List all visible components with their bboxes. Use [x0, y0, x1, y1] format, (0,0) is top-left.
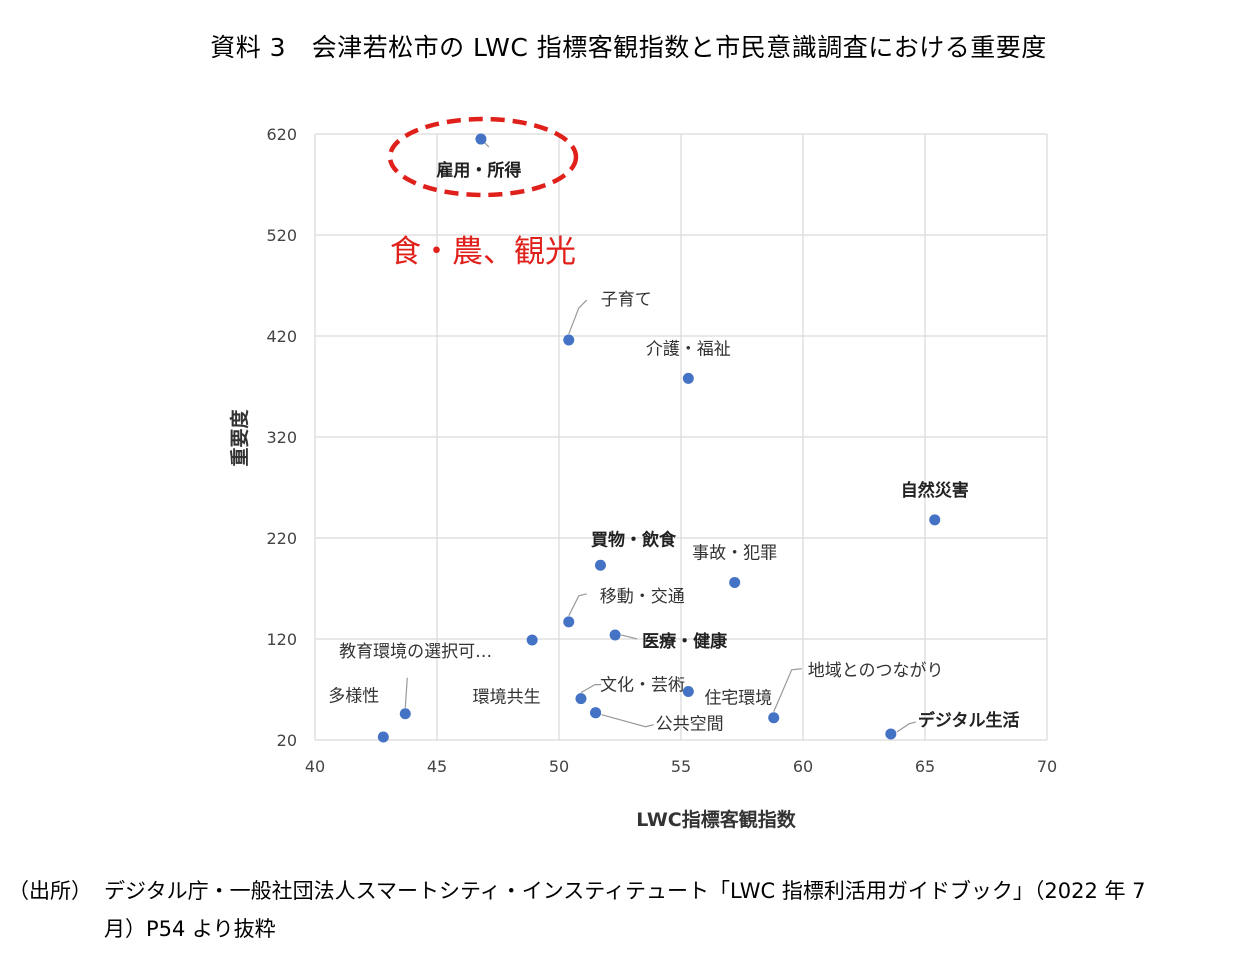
- data-point: [563, 616, 575, 628]
- label-leader-line: [773, 668, 802, 713]
- point-label: 雇用・所得: [436, 160, 521, 181]
- point-label: 事故・犯罪: [692, 543, 777, 563]
- point-label: 自然災害: [901, 480, 969, 501]
- data-point: [682, 686, 694, 698]
- point-label: 医療・健康: [642, 631, 728, 652]
- label-leader-line: [620, 634, 638, 640]
- data-point: [729, 576, 741, 588]
- x-tick-label: 70: [1037, 757, 1057, 776]
- data-point: [377, 731, 389, 743]
- x-tick-label: 50: [549, 757, 569, 776]
- label-leader-line: [568, 299, 588, 335]
- data-point: [682, 372, 694, 384]
- source-line-2: 月）P54 より抜粋: [104, 917, 276, 941]
- y-tick-label: 120: [266, 630, 297, 649]
- data-point: [563, 334, 575, 346]
- data-point: [399, 708, 411, 720]
- data-point: [590, 707, 602, 719]
- x-tick-label: 60: [793, 757, 813, 776]
- x-tick-label: 65: [915, 757, 935, 776]
- x-tick-label: 55: [671, 757, 691, 776]
- data-point: [768, 712, 780, 724]
- x-axis-title: LWC指標客観指数: [636, 808, 797, 831]
- point-labels: 雇用・所得子育て介護・福祉自然災害買物・飲食事故・犯罪移動・交通医療・健康教育環…: [328, 160, 1019, 735]
- data-points: [377, 133, 941, 743]
- point-label: デジタル生活: [918, 710, 1020, 731]
- data-point: [609, 629, 621, 641]
- label-leader-line: [580, 683, 601, 694]
- y-tick-label: 420: [266, 327, 297, 346]
- point-label: 買物・飲食: [591, 529, 677, 550]
- y-tick-label: 220: [266, 529, 297, 548]
- y-tick-label: 20: [277, 731, 297, 750]
- point-label: 移動・交通: [600, 587, 685, 607]
- point-label: 公共空間: [656, 715, 724, 735]
- point-label: 文化・芸術: [600, 676, 685, 696]
- label-leader-line: [896, 721, 917, 733]
- point-label: 環境共生: [473, 688, 541, 708]
- source-line-1: デジタル庁・一般社団法人スマートシティ・インスティテュート「LWC 指標利活用ガ…: [104, 879, 1146, 903]
- data-point: [475, 133, 487, 145]
- point-label: 多様性: [328, 687, 379, 707]
- page-title: 資料 3 会津若松市の LWC 指標客観指数と市民意識調査における重要度: [210, 33, 1047, 62]
- point-label: 地域とのつながり: [808, 661, 944, 681]
- source-label: （出所）: [8, 879, 92, 903]
- data-point: [575, 693, 587, 705]
- label-leader-line: [404, 677, 408, 708]
- y-axis-title: 重要度: [228, 409, 251, 467]
- data-point: [929, 514, 941, 526]
- chart-ticks: 40 45 50 55 60 65 70 620 520 420 320 220 120 20: [266, 125, 1057, 776]
- x-tick-label: 45: [427, 757, 447, 776]
- data-point: [526, 634, 538, 646]
- x-tick-label: 40: [305, 757, 325, 776]
- y-tick-label: 320: [266, 428, 297, 447]
- data-point: [885, 728, 897, 740]
- data-point: [594, 559, 606, 571]
- label-leader-line: [568, 593, 587, 617]
- label-leaders: [404, 138, 917, 733]
- annotation-text: 食・農、観光: [390, 234, 576, 270]
- point-label: 住宅環境: [704, 689, 772, 709]
- y-tick-label: 620: [266, 125, 297, 144]
- y-tick-label: 520: [266, 226, 297, 245]
- point-label: 教育環境の選択可…: [339, 642, 492, 662]
- label-leader-line: [601, 714, 654, 728]
- point-label: 子育て: [601, 290, 652, 310]
- source-note: （出所） デジタル庁・一般社団法人スマートシティ・インスティテュート「LWC 指標…: [8, 872, 1248, 948]
- chart-grid: [314, 133, 1048, 741]
- scatter-chart: 40 45 50 55 60 65 70 620 520 420 320 220 120 20 雇用・所得…: [228, 116, 1057, 831]
- point-label: 介護・福祉: [646, 339, 731, 359]
- highlight-ellipse: [387, 116, 579, 198]
